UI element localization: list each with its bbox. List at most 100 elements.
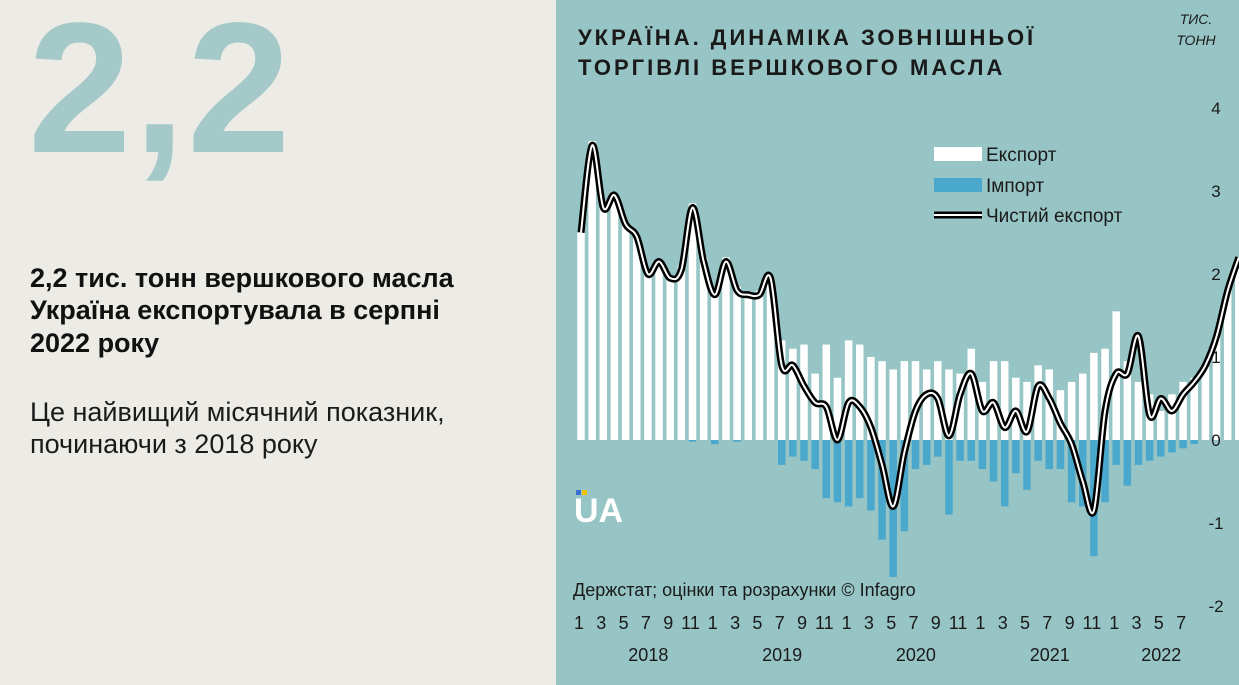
- export-bar: [1212, 336, 1221, 440]
- export-bar: [1157, 410, 1165, 440]
- x-tick-label: 11: [1083, 613, 1102, 633]
- import-bar: [856, 440, 864, 499]
- x-tick-label: 9: [663, 613, 673, 633]
- x-tick-label: 1: [1109, 613, 1119, 633]
- export-bar: [856, 344, 864, 440]
- export-bar: [1179, 381, 1187, 440]
- import-bar: [1067, 440, 1076, 503]
- import-bar: [1034, 440, 1042, 461]
- export-bar: [911, 361, 920, 440]
- export-bar: [1190, 377, 1198, 440]
- export-bar: [711, 290, 719, 440]
- export-bar: [922, 369, 931, 440]
- x-tick-label: 5: [619, 613, 629, 633]
- y-tick-label: 0: [1211, 431, 1220, 450]
- import-bar: [733, 440, 741, 442]
- x-tick-label: 11: [949, 613, 968, 633]
- export-bar: [1134, 381, 1143, 440]
- export-bar: [789, 348, 797, 440]
- import-bar: [1168, 440, 1176, 453]
- export-bar: [621, 224, 630, 440]
- import-bar: [822, 440, 831, 499]
- export-bar: [588, 141, 596, 440]
- x-tick-label: 7: [775, 613, 785, 633]
- import-bar: [878, 440, 886, 540]
- y-tick-label: 1: [1211, 348, 1220, 367]
- import-bar: [1012, 440, 1020, 474]
- x-tick-label: 1: [842, 613, 852, 633]
- export-bar: [1034, 365, 1042, 440]
- export-bar: [1000, 361, 1009, 440]
- chart-title-line-2: ТОРГІВЛІ ВЕРШКОВОГО МАСЛА: [578, 55, 1005, 80]
- import-bar: [967, 440, 975, 461]
- export-bar: [777, 340, 786, 440]
- x-year-label: 2018: [628, 645, 668, 665]
- subtext: Це найвищий місячний показник, починаючи…: [30, 397, 445, 460]
- import-bar: [1112, 440, 1120, 465]
- export-bar: [1067, 381, 1076, 440]
- import-bar: [945, 440, 953, 515]
- export-bar: [1079, 373, 1087, 440]
- x-year-label: 2022: [1141, 645, 1181, 665]
- export-bar: [699, 257, 708, 440]
- import-bar: [1190, 440, 1198, 445]
- import-bar: [1145, 440, 1154, 461]
- y-tick-label: 2: [1211, 265, 1220, 284]
- x-tick-label: 3: [1131, 613, 1141, 633]
- legend-label-export: Експорт: [986, 145, 1057, 166]
- import-bar: [934, 440, 942, 457]
- legend-swatch-import: [934, 178, 982, 192]
- x-tick-label: 3: [998, 613, 1008, 633]
- unit-line-1: ТИС.: [1180, 11, 1213, 27]
- x-tick-label: 5: [886, 613, 896, 633]
- x-tick-label: 5: [1020, 613, 1030, 633]
- export-bar: [633, 236, 641, 440]
- import-bar: [978, 440, 987, 470]
- import-bar: [1179, 440, 1187, 449]
- y-tick-label: 3: [1211, 182, 1220, 201]
- export-bar: [945, 369, 953, 440]
- legend-label-import: Імпорт: [986, 176, 1044, 197]
- chart-title-line-1: УКРАЇНА. ДИНАМІКА ЗОВНІШНЬОЇ: [578, 25, 1036, 50]
- export-bar: [1201, 365, 1210, 440]
- import-bar: [1123, 440, 1132, 486]
- import-bar: [956, 440, 964, 461]
- export-bar: [655, 261, 663, 440]
- import-bar: [711, 440, 719, 445]
- export-bar: [610, 195, 619, 440]
- source-note: Держстат; оцінки та розрахунки © Infagro: [573, 580, 916, 600]
- unit-line-2: ТОНН: [1176, 32, 1216, 48]
- import-bar: [989, 440, 998, 482]
- x-tick-label: 9: [1065, 613, 1075, 633]
- import-bar: [1045, 440, 1054, 470]
- export-bar: [677, 265, 686, 440]
- import-bar: [777, 440, 786, 465]
- import-bar: [833, 440, 842, 503]
- import-bar: [688, 440, 697, 442]
- x-tick-label: 7: [641, 613, 651, 633]
- x-tick-label: 3: [864, 613, 874, 633]
- y-tick-label: -1: [1208, 514, 1223, 533]
- import-bar: [867, 440, 875, 511]
- x-tick-label: 7: [1042, 613, 1052, 633]
- x-tick-label: 7: [1176, 613, 1186, 633]
- export-bar: [688, 203, 697, 440]
- export-bar: [733, 286, 741, 440]
- export-bar: [1123, 361, 1132, 440]
- import-bar: [800, 440, 808, 461]
- chart-panel: 4 3 2 1 0 -1 -2 1 3 5 7 9 11 1 3 5 7 9 11 1 3 5 7 9 11 1 3 5 7 9 11 1 3…: [556, 0, 1239, 685]
- x-year-label: 2020: [896, 645, 936, 665]
- export-bar: [1168, 394, 1176, 440]
- x-tick-label: 11: [815, 613, 834, 633]
- import-bar: [1000, 440, 1009, 507]
- import-bar: [1134, 440, 1143, 465]
- export-bar: [599, 203, 608, 440]
- export-bar: [666, 278, 674, 440]
- import-bar: [900, 440, 909, 532]
- export-bar: [755, 290, 764, 440]
- net-export-line: [580, 144, 1239, 515]
- ua-logo: UA: [574, 490, 623, 530]
- import-bar: [1056, 440, 1065, 470]
- x-tick-label: 1: [708, 613, 718, 633]
